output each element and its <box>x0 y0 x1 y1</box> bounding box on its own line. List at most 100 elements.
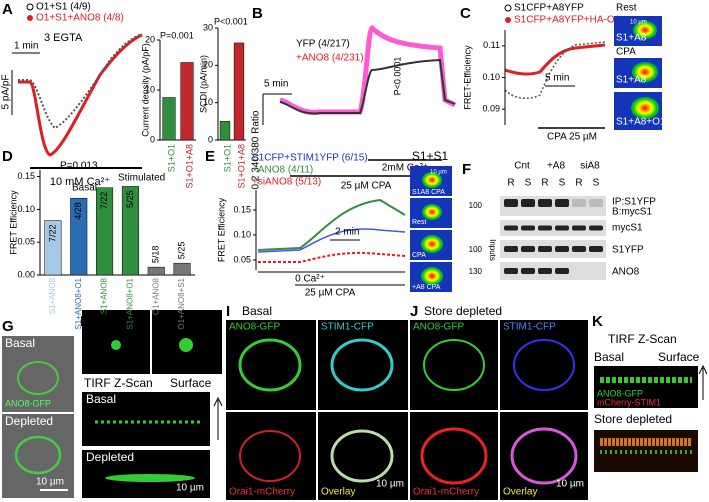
image <box>631 97 659 119</box>
channel-label: ANO8-GFP <box>229 322 280 333</box>
band <box>555 246 569 252</box>
image-label: Basal <box>86 392 116 406</box>
image-label: S1+A8+O1 <box>616 117 666 128</box>
band <box>521 225 535 231</box>
panel-letter: A <box>2 1 13 18</box>
image-label: Surface <box>658 350 700 364</box>
y-tick-label: 0.10 <box>233 229 251 239</box>
panel-d: D P=0.013 Basal Stimulated <box>2 148 165 194</box>
bar <box>147 266 165 276</box>
p-value: P<0.0001 <box>392 57 402 96</box>
blot-label: mycS1 <box>612 223 643 234</box>
bands <box>504 199 603 274</box>
x-tick-label: S1+ANO8 <box>48 277 57 314</box>
time-scale: 5 min <box>545 73 569 84</box>
image <box>239 430 301 482</box>
image <box>632 62 658 82</box>
group-label: Stimulated <box>118 173 165 184</box>
image <box>423 339 485 391</box>
panel-letter: K <box>592 313 603 330</box>
band <box>538 225 552 231</box>
y-scale: 5 pA/pF <box>1 74 12 109</box>
p-value: P=0.001 <box>160 30 194 40</box>
image <box>2 414 74 498</box>
annotation: 25 µM CPA <box>305 288 356 299</box>
image <box>410 412 498 500</box>
x-tick-label: S1+O1 <box>166 144 176 172</box>
y-tick-label: 0.05 <box>17 237 35 247</box>
image <box>422 204 442 220</box>
annotation: 2mM Ca²⁺ <box>382 163 428 174</box>
panel-letter: I <box>226 303 230 320</box>
lane-label: R <box>575 178 582 189</box>
scale-label: 10 µm <box>556 479 584 490</box>
legend-entry: S1CFP+A8YFP <box>514 3 584 14</box>
n-label: 7/22 <box>47 225 57 243</box>
bar <box>70 197 88 276</box>
lane-label: S <box>559 178 566 189</box>
scale-label: 10 µm <box>430 170 447 176</box>
panel-h: H TIRF Z-Scan Surface Basal Depleted 10 … <box>80 310 223 498</box>
condition-label: +A8 <box>547 161 566 172</box>
band <box>538 246 552 252</box>
legend-entry: S1CFP+A8YFP+HA-O1 <box>514 15 621 26</box>
legend-entry: O1+S1 (4/9) <box>36 2 91 13</box>
image-label: CPA <box>616 47 636 58</box>
y-scale: 0.2 340/380 Ratio <box>251 110 262 189</box>
lane-label: S <box>593 178 600 189</box>
lane-label: S <box>525 178 532 189</box>
n-label: 4/28 <box>73 202 83 220</box>
image <box>179 338 193 352</box>
image-label: S1A8 CPA <box>412 189 445 196</box>
bar <box>233 42 245 141</box>
image-stack: S1A8 CPA Rest CPA +A8 CPA 10 µm <box>410 166 452 292</box>
y-tick-label: 0 <box>208 134 213 144</box>
image-label: CPA <box>412 252 426 259</box>
image <box>111 340 121 350</box>
legend-marker <box>26 3 34 11</box>
scale-label: 10 µm <box>376 479 404 490</box>
y-axis-label: FRET Efficiency <box>216 197 226 262</box>
panel-letter: E <box>205 148 215 165</box>
annotation: 3 EGTA <box>44 32 83 44</box>
channel-label: STIM1-CFP <box>503 322 556 333</box>
condition-label: siA8 <box>580 161 600 172</box>
blot-label: IP:S1YFP <box>612 197 656 208</box>
x-tick-label: S1+O1 <box>222 144 232 172</box>
band <box>521 199 535 207</box>
blot-label: ANO8 <box>612 267 640 278</box>
panel-k: K TIRF Z-Scan Basal Surface ANO8-GFP mCh… <box>592 313 708 472</box>
time-scale: 2 min <box>335 227 359 238</box>
annotation: 10 mM Ca²⁺ <box>50 176 110 188</box>
legend-marker <box>504 4 512 12</box>
image-label: Store depleted <box>594 412 672 426</box>
y-tick-label: 20 <box>145 34 155 44</box>
band <box>521 246 535 252</box>
blot-label: B:mycS1 <box>612 207 652 218</box>
image <box>594 366 698 408</box>
group-label: Basal <box>72 183 97 194</box>
image-label: Depleted <box>5 414 53 428</box>
y-tick-label: 0.11 <box>483 40 500 50</box>
lane-label: R <box>507 178 514 189</box>
scale-label: 10 µm <box>630 20 647 26</box>
bar <box>219 121 231 141</box>
channel-label: STIM1-CFP <box>321 322 374 333</box>
lane-label: R <box>541 178 548 189</box>
panel-c: C S1CFP+A8YFP S1CFP+A8YFP+HA-O1 5 min CP… <box>460 3 666 143</box>
trace <box>504 43 606 76</box>
trace <box>279 24 457 115</box>
annotation: 0 Ca²⁺ <box>295 274 325 285</box>
panel-letter: F <box>462 161 471 178</box>
n-label: 7/22 <box>99 192 109 210</box>
band <box>538 199 552 207</box>
annotation: 25 µM CPA <box>341 181 392 192</box>
image-label: Basal <box>5 336 35 350</box>
n-label: 5/25 <box>176 242 186 260</box>
image <box>330 338 394 392</box>
band <box>589 225 603 231</box>
x-tick-label: S1+ANO8+O1 <box>126 277 135 329</box>
legend-marker <box>27 15 33 21</box>
x-tick-label: O1+ANO8+S1 <box>177 277 186 329</box>
